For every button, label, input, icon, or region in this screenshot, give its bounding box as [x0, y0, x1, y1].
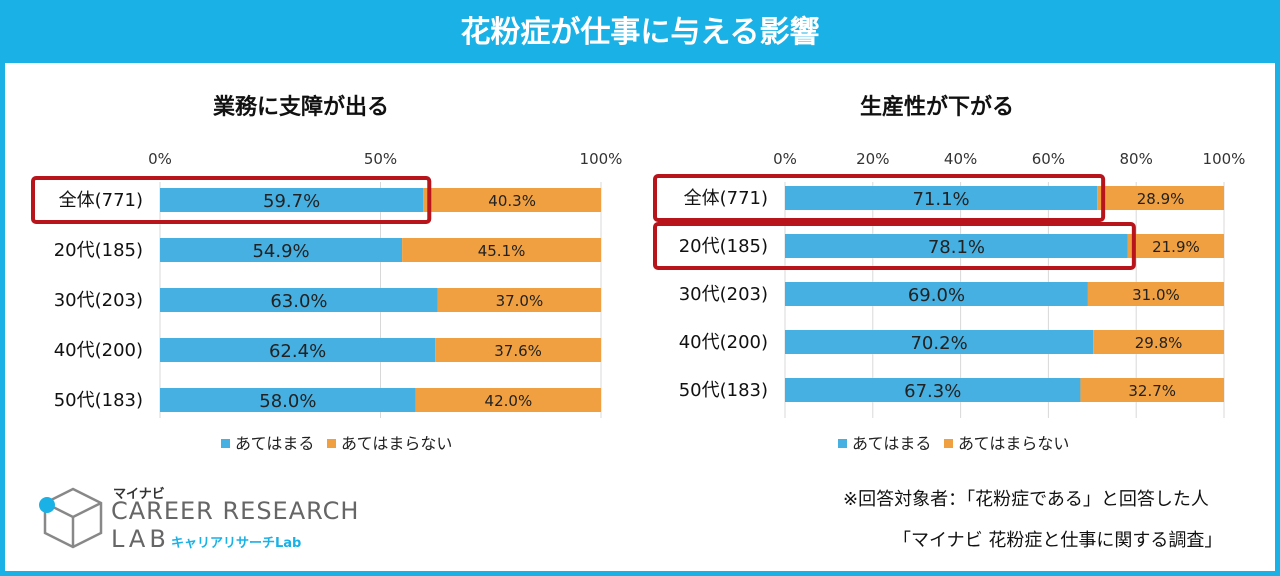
data-label: 32.7%	[1128, 382, 1176, 400]
bar-no	[1093, 330, 1224, 354]
highlight-box	[31, 176, 432, 224]
category-label: 全体(771)	[59, 190, 143, 211]
category-label: 50代(183)	[54, 390, 143, 411]
data-label: 58.0%	[259, 391, 316, 412]
data-label: 54.9%	[252, 241, 309, 262]
bar-yes	[160, 238, 403, 262]
data-label: 78.1%	[928, 237, 985, 258]
data-label: 67.3%	[904, 381, 961, 402]
category-label: 20代(185)	[54, 240, 143, 261]
bar-yes	[785, 282, 1088, 306]
chart-left: 0% 50% 100% 全体(771) 59.7% 40.3% 20代(185) 54.9% 4…	[31, 150, 623, 453]
data-label: 59.7%	[263, 191, 320, 212]
data-label: 70.2%	[910, 333, 967, 354]
bar-no	[1127, 234, 1224, 258]
legend-swatch-yes	[838, 439, 847, 448]
data-label: 28.9%	[1137, 190, 1185, 208]
category-label: 30代(203)	[54, 290, 143, 311]
data-label: 42.0%	[485, 392, 533, 410]
category-label: 30代(203)	[679, 284, 768, 305]
logo-brand: マイナビ	[113, 487, 165, 502]
bar-yes	[785, 378, 1081, 402]
highlight-box	[653, 174, 1106, 222]
bar-yes	[785, 330, 1094, 354]
bar-no	[437, 288, 601, 312]
legend-label-yes: あてはまる	[852, 434, 931, 453]
x-tick-label: 0%	[773, 150, 797, 168]
bar-yes	[160, 188, 424, 212]
logo-cube-icon	[39, 487, 103, 549]
survey-name: 「マイナビ 花粉症と仕事に関する調査」	[893, 530, 1223, 551]
x-tick-label: 40%	[944, 150, 977, 168]
data-label: 71.1%	[912, 189, 969, 210]
respondent-note: ※回答対象者：「花粉症である」と回答した人	[843, 489, 1209, 510]
x-tick-label: 0%	[148, 150, 172, 168]
highlight-box	[653, 222, 1136, 270]
bar-no	[1097, 186, 1224, 210]
legend-label-no: あてはまらない	[958, 434, 1069, 453]
bar-no	[1080, 378, 1224, 402]
bar-yes	[160, 288, 438, 312]
category-label: 50代(183)	[679, 380, 768, 401]
x-tick-label: 100%	[1203, 150, 1246, 168]
x-tick-label: 50%	[364, 150, 397, 168]
bar-no	[415, 388, 601, 412]
chart-title-left: 業務に支障が出る	[213, 95, 390, 120]
legend-label-yes: あてはまる	[235, 434, 314, 453]
x-tick-label: 20%	[856, 150, 889, 168]
data-label: 37.0%	[496, 292, 544, 310]
x-tick-label: 80%	[1120, 150, 1153, 168]
data-label: 45.1%	[478, 242, 526, 260]
page-title: 花粉症が仕事に与える影響	[5, 5, 1275, 63]
bar-no	[435, 338, 601, 362]
data-label: 37.6%	[494, 342, 542, 360]
legend-swatch-yes	[221, 439, 230, 448]
data-label: 21.9%	[1152, 238, 1200, 256]
bar-no	[1087, 282, 1224, 306]
category-label: 40代(200)	[54, 340, 143, 361]
logo-line2: LAB	[111, 525, 170, 553]
data-label: 31.0%	[1132, 286, 1180, 304]
x-tick-label: 60%	[1032, 150, 1065, 168]
data-label: 69.0%	[908, 285, 965, 306]
logo-line1: CAREER RESEARCH	[111, 497, 360, 525]
legend-swatch-no	[327, 439, 336, 448]
chart-title-right: 生産性が下がる	[860, 95, 1015, 120]
bar-no	[402, 238, 601, 262]
bar-no	[423, 188, 601, 212]
data-label: 62.4%	[269, 341, 326, 362]
chart-right: 0% 20% 40% 60% 80% 100% 全体(771) 71.1% 28.9% 20代(1…	[653, 150, 1246, 453]
data-label: 40.3%	[488, 192, 536, 210]
legend-label-no: あてはまらない	[341, 434, 452, 453]
data-label: 63.0%	[270, 291, 327, 312]
logo-subtitle: キャリアリサーチLab	[171, 536, 302, 551]
bar-yes	[785, 234, 1128, 258]
data-label: 29.8%	[1135, 334, 1183, 352]
category-label: 全体(771)	[684, 188, 768, 209]
bar-yes	[785, 186, 1098, 210]
legend-swatch-no	[944, 439, 953, 448]
bar-yes	[160, 388, 416, 412]
x-tick-label: 100%	[580, 150, 623, 168]
category-label: 20代(185)	[679, 236, 768, 257]
bar-yes	[160, 338, 436, 362]
logo: マイナビ CAREER RESEARCH LAB キャリアリサーチLab	[35, 483, 358, 553]
category-label: 40代(200)	[679, 332, 768, 353]
